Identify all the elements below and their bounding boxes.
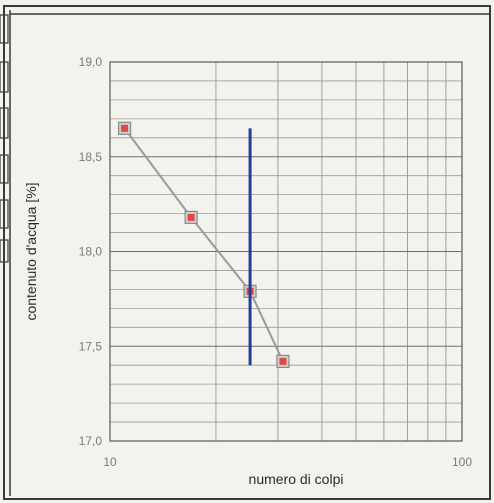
plot-area — [109, 61, 463, 442]
y-tick-labels: 19,0 18,5 18,0 17,5 17,0 — [79, 55, 103, 448]
x-tick-labels: 10 100 — [103, 455, 472, 469]
y-tick-label: 17,0 — [79, 434, 103, 448]
data-series — [117, 121, 290, 369]
x-tick-label: 100 — [452, 455, 472, 469]
page-frame — [3, 5, 491, 500]
data-point — [121, 124, 129, 132]
y-tick-label: 18,5 — [79, 150, 103, 164]
data-point — [279, 357, 287, 365]
y-tick-label: 18,0 — [79, 245, 103, 259]
grid — [110, 62, 462, 441]
y-tick-label: 17,5 — [79, 339, 103, 353]
x-axis-label: numero di colpi — [249, 471, 344, 487]
series-line — [123, 127, 284, 362]
left-bracket-marks — [0, 14, 9, 263]
data-point — [187, 213, 195, 221]
y-tick-label: 19,0 — [79, 55, 103, 69]
x-tick-label: 10 — [103, 455, 117, 469]
y-axis-label: contenuto d'acqua [%] — [23, 182, 39, 320]
